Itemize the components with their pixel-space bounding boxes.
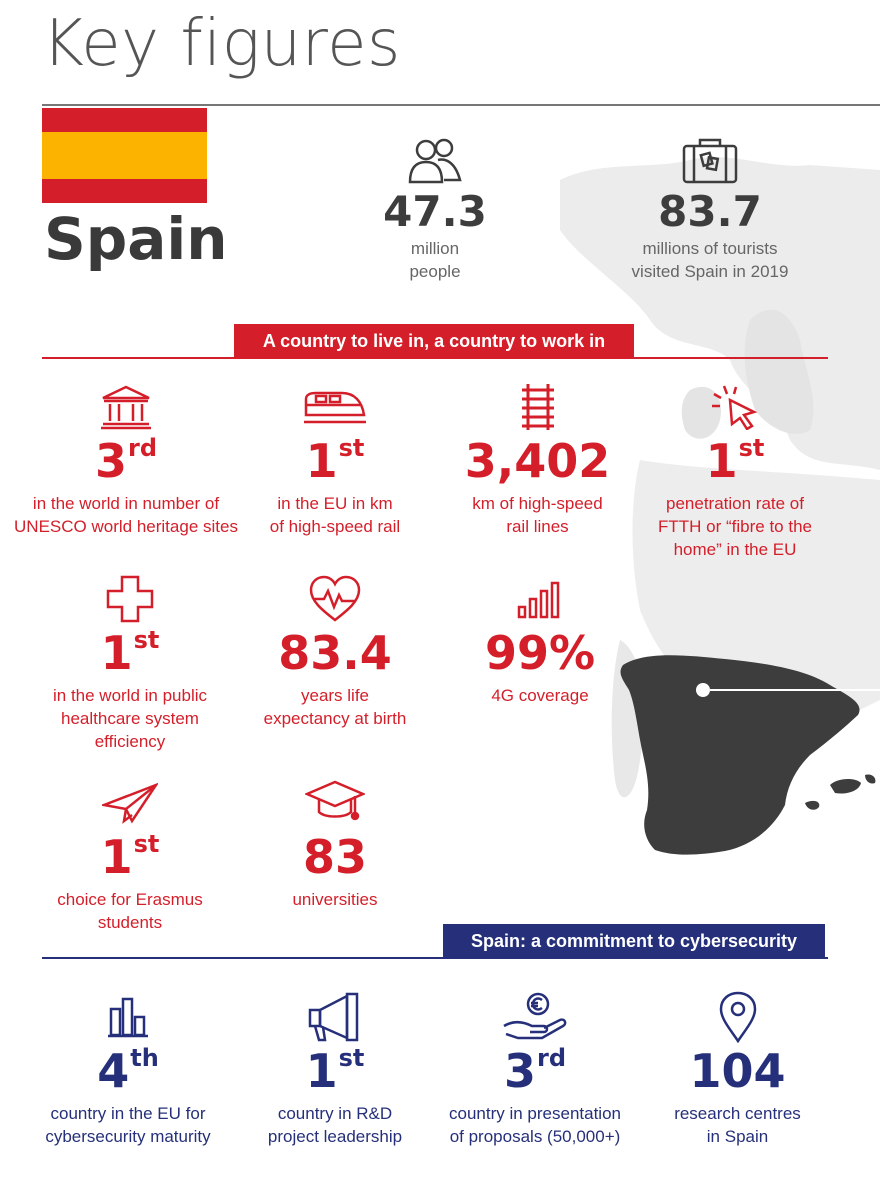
cursor-click-icon xyxy=(712,385,758,430)
bar-chart-icon xyxy=(108,997,148,1038)
spain-flag xyxy=(42,108,207,203)
hero-stat-tourists: 83.7 millions of tourists visited Spain … xyxy=(610,136,810,283)
stat-label-line: expectancy at birth xyxy=(263,709,407,728)
stat-value: 83.4 xyxy=(278,626,392,680)
stat-value: 3 xyxy=(503,1044,536,1098)
stat-label-line: project leadership xyxy=(267,1127,403,1146)
hero-label-line: million xyxy=(410,239,460,258)
stat-label-line: in the EU in km xyxy=(277,494,393,513)
high-speed-train-icon xyxy=(304,391,366,424)
country-name: Spain xyxy=(44,205,228,273)
stat-label-line: country in the EU for xyxy=(50,1104,206,1123)
stat-value: 1 xyxy=(100,626,133,680)
stat-ordinal: rd xyxy=(128,434,158,462)
stat-label-line: healthcare system xyxy=(61,709,199,728)
signal-bars-icon xyxy=(517,581,560,619)
stat-item: 1st in the EU in km of high-speed rail xyxy=(245,382,425,538)
stat-value: 1 xyxy=(100,830,133,884)
stat-item: 1st choice for Erasmus students xyxy=(30,778,230,934)
graduation-cap-icon xyxy=(305,780,365,821)
stat-label-line: rail lines xyxy=(506,517,569,536)
stat-item: 3,402 km of high-speed rail lines xyxy=(450,382,625,538)
title-divider xyxy=(42,104,880,106)
stat-item: 104 research centres in Spain xyxy=(650,991,825,1148)
stat-item: 1st in the world in public healthcare sys… xyxy=(30,574,230,753)
stat-item: 99% 4G coverage xyxy=(460,574,620,707)
stat-item: 4th country in the EU for cybersecurity m… xyxy=(28,992,228,1148)
paper-plane-icon xyxy=(102,782,158,824)
stat-item: 83 universities xyxy=(245,778,425,911)
stat-label-line: years life xyxy=(300,686,370,705)
heartbeat-icon xyxy=(309,575,361,622)
location-pin-icon xyxy=(719,991,756,1043)
hero-value: 83.7 xyxy=(658,187,762,236)
stat-value: 99% xyxy=(484,626,596,680)
stat-label-line: in the world in public xyxy=(52,686,208,705)
megaphone-icon xyxy=(308,992,359,1042)
stat-label-line: in the world in number of xyxy=(32,494,220,513)
section-banner-cyber: Spain: a commitment to cybersecurity xyxy=(443,924,825,958)
stat-ordinal: th xyxy=(130,1044,159,1072)
people-icon xyxy=(408,138,462,184)
spain-map xyxy=(620,655,880,855)
stat-item: 1st country in R&D project leadership xyxy=(245,992,425,1148)
stat-label-line: research centres xyxy=(674,1104,801,1123)
stat-value: 104 xyxy=(689,1044,786,1098)
stat-label-line: 4G coverage xyxy=(491,686,589,705)
stat-label-line: in Spain xyxy=(706,1127,769,1146)
hero-value: 47.3 xyxy=(383,187,487,236)
stat-label-line: efficiency xyxy=(94,732,166,751)
stat-label-line: FTTH or “fibre to the xyxy=(658,517,812,536)
hero-stat-population: 47.3 million people xyxy=(360,136,510,283)
stat-value: 1 xyxy=(305,434,338,488)
stat-value: 3 xyxy=(94,434,127,488)
stat-ordinal: st xyxy=(738,434,765,462)
stat-label-line: country in presentation xyxy=(449,1104,621,1123)
stat-label-line: of high-speed rail xyxy=(269,517,401,536)
euro-hand-icon xyxy=(503,992,567,1040)
stat-label-line: home” in the EU xyxy=(673,540,797,559)
stat-item: 1st penetration rate of FTTH or “fibre to… xyxy=(640,382,830,561)
stat-value: 1 xyxy=(705,434,738,488)
stat-item: 3rd country in presentation of proposals … xyxy=(435,992,635,1148)
stat-value: 1 xyxy=(305,1044,338,1098)
stat-value: 4 xyxy=(97,1044,130,1098)
stat-label-line: penetration rate of xyxy=(666,494,804,513)
hero-label-line: millions of tourists xyxy=(642,239,778,258)
stat-value: 83 xyxy=(302,830,367,884)
stat-ordinal: st xyxy=(133,626,160,654)
stat-label-line: UNESCO world heritage sites xyxy=(14,517,238,536)
stat-ordinal: st xyxy=(133,830,160,858)
stat-item: 3rd in the world in number of UNESCO worl… xyxy=(12,382,240,538)
hero-label-line: visited Spain in 2019 xyxy=(631,262,789,281)
stat-label-line: cybersecurity maturity xyxy=(45,1127,211,1146)
hero-label-line: people xyxy=(409,262,461,281)
stat-label-line: universities xyxy=(292,890,378,909)
stat-ordinal: rd xyxy=(537,1044,567,1072)
museum-icon xyxy=(101,385,151,430)
medical-cross-icon xyxy=(106,575,154,623)
page-title: Key figures xyxy=(42,7,401,81)
stat-label-line: students xyxy=(97,913,163,932)
rail-track-icon xyxy=(521,384,554,430)
stat-ordinal: st xyxy=(338,434,365,462)
section-divider-cyber xyxy=(42,957,828,959)
stat-ordinal: st xyxy=(338,1044,365,1072)
section-banner-live: A country to live in, a country to work … xyxy=(234,324,634,358)
stat-label-line: km of high-speed xyxy=(472,494,603,513)
section-divider-live xyxy=(42,357,828,359)
stat-label-line: of proposals (50,000+) xyxy=(449,1127,621,1146)
stat-label-line: choice for Erasmus xyxy=(57,890,203,909)
suitcase-icon xyxy=(682,138,738,184)
stat-value: 3,402 xyxy=(464,434,611,488)
stat-item: 83.4 years life expectancy at birth xyxy=(245,574,425,730)
stat-label-line: country in R&D xyxy=(277,1104,393,1123)
